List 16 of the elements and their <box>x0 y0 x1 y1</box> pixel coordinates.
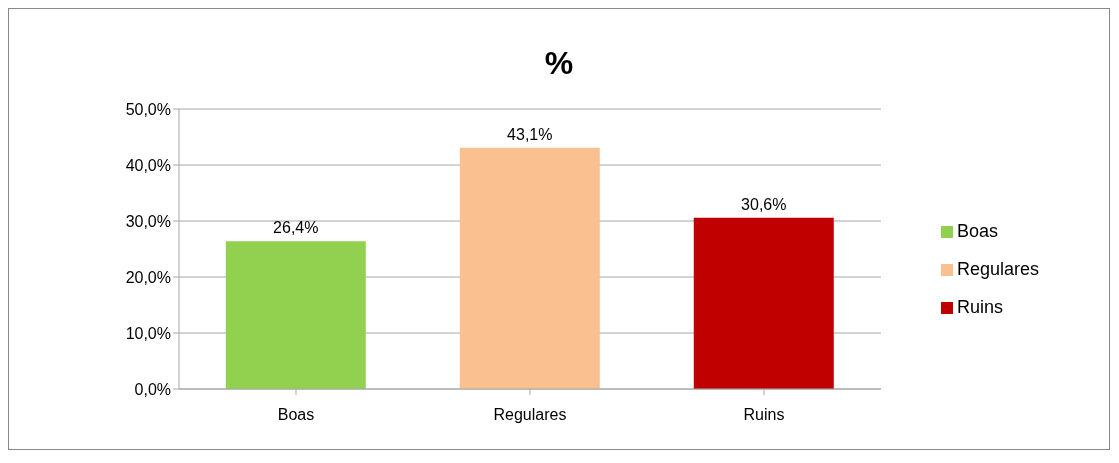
y-tick-label: 50,0% <box>125 100 171 118</box>
x-tick-label: Ruins <box>743 406 785 424</box>
data-label: 43,1% <box>507 125 553 143</box>
legend-label: Ruins <box>956 297 1003 317</box>
y-tick-label: 0,0% <box>134 380 171 398</box>
y-tick-label: 10,0% <box>125 324 171 342</box>
data-label: 30,6% <box>741 195 787 213</box>
y-tick-label: 40,0% <box>125 156 171 174</box>
chart-title: % <box>543 45 575 82</box>
x-tick-label: Boas <box>277 406 315 424</box>
data-label: 26,4% <box>273 219 319 237</box>
y-tick-label: 30,0% <box>125 212 171 230</box>
x-tick-label: Regulares <box>493 406 567 424</box>
legend-label: Boas <box>956 221 998 241</box>
legend-label: Regulares <box>956 259 1039 279</box>
y-tick-label: 20,0% <box>125 268 171 286</box>
